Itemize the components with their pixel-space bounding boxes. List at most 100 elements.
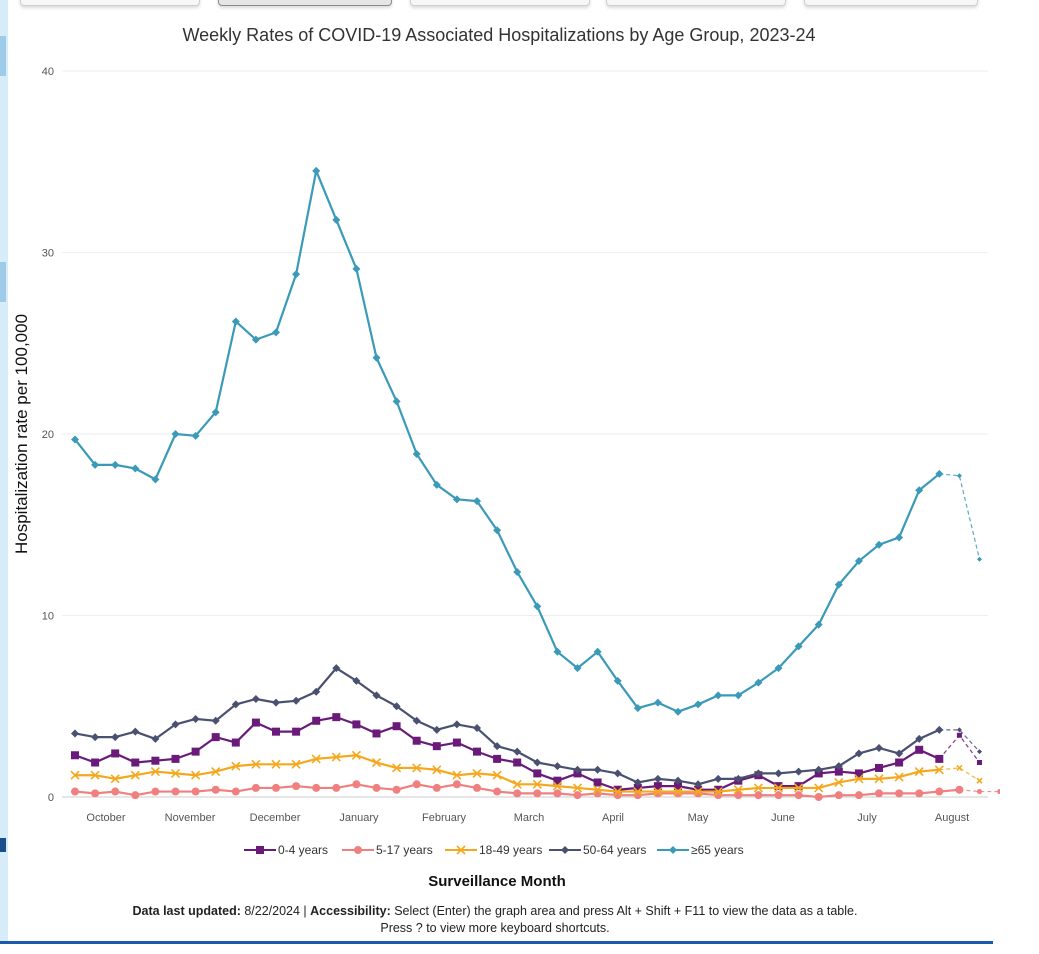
- data-point[interactable]: [593, 778, 602, 787]
- data-point[interactable]: [935, 754, 944, 763]
- data-point[interactable]: [231, 761, 241, 771]
- data-point[interactable]: [874, 774, 884, 784]
- data-point[interactable]: [633, 783, 642, 792]
- data-point[interactable]: [875, 763, 883, 772]
- data-point[interactable]: [753, 783, 763, 793]
- data-point[interactable]: [814, 765, 823, 774]
- data-point[interactable]: [854, 749, 863, 758]
- data-point[interactable]: [312, 687, 321, 696]
- data-point[interactable]: [111, 787, 120, 796]
- data-point[interactable]: [977, 749, 982, 755]
- data-point[interactable]: [875, 540, 883, 549]
- data-point[interactable]: [875, 743, 883, 752]
- data-point[interactable]: [794, 642, 803, 651]
- series-line[interactable]: [75, 754, 940, 793]
- data-point[interactable]: [794, 782, 803, 791]
- data-point[interactable]: [613, 676, 622, 685]
- data-point[interactable]: [553, 762, 562, 771]
- data-point[interactable]: [633, 778, 642, 787]
- data-point[interactable]: [733, 785, 743, 795]
- data-point[interactable]: [150, 767, 160, 777]
- data-point[interactable]: [533, 789, 542, 798]
- data-point[interactable]: [211, 767, 221, 777]
- data-point[interactable]: [493, 526, 502, 535]
- data-point[interactable]: [814, 793, 823, 801]
- data-point[interactable]: [834, 767, 843, 776]
- data-point[interactable]: [292, 270, 301, 279]
- data-point[interactable]: [956, 732, 962, 738]
- data-point[interactable]: [292, 696, 301, 705]
- data-point[interactable]: [191, 787, 200, 796]
- data-point[interactable]: [352, 720, 361, 729]
- data-point[interactable]: [70, 770, 80, 780]
- data-point[interactable]: [432, 783, 441, 792]
- data-point[interactable]: [352, 780, 361, 789]
- data-point[interactable]: [834, 791, 843, 800]
- data-point[interactable]: [131, 758, 140, 767]
- data-point[interactable]: [774, 791, 783, 800]
- data-point[interactable]: [513, 747, 522, 756]
- data-point[interactable]: [452, 720, 461, 729]
- data-point[interactable]: [111, 733, 120, 742]
- data-point[interactable]: [814, 620, 823, 629]
- data-point[interactable]: [977, 789, 982, 795]
- series-line-preliminary[interactable]: [939, 473, 981, 560]
- data-point[interactable]: [372, 729, 381, 738]
- data-point[interactable]: [794, 783, 804, 793]
- data-point[interactable]: [473, 747, 481, 756]
- data-point[interactable]: [211, 785, 220, 794]
- data-point[interactable]: [653, 782, 662, 791]
- data-point[interactable]: [673, 786, 683, 797]
- data-point[interactable]: [633, 786, 643, 797]
- data-point[interactable]: [151, 787, 160, 796]
- data-point[interactable]: [110, 774, 120, 784]
- data-point[interactable]: [211, 733, 220, 742]
- data-point[interactable]: [834, 762, 843, 771]
- data-point[interactable]: [573, 791, 582, 800]
- data-point[interactable]: [674, 782, 682, 791]
- data-point[interactable]: [593, 785, 603, 795]
- data-point[interactable]: [613, 786, 623, 797]
- data-point[interactable]: [533, 769, 542, 778]
- legend-item[interactable]: 18-49 years: [445, 843, 542, 857]
- data-point[interactable]: [895, 758, 904, 767]
- series--65-years[interactable]: [71, 166, 982, 716]
- data-point[interactable]: [794, 767, 803, 776]
- data-point[interactable]: [533, 758, 542, 767]
- data-point[interactable]: [553, 776, 562, 785]
- data-point[interactable]: [935, 725, 944, 734]
- data-point[interactable]: [794, 791, 803, 800]
- data-point[interactable]: [272, 727, 280, 736]
- data-point[interactable]: [332, 713, 341, 722]
- data-point[interactable]: [915, 789, 924, 798]
- data-point[interactable]: [976, 777, 983, 784]
- data-point[interactable]: [754, 769, 763, 778]
- data-point[interactable]: [754, 678, 763, 687]
- data-point[interactable]: [271, 759, 281, 769]
- data-point[interactable]: [91, 789, 100, 798]
- data-point[interactable]: [392, 702, 401, 711]
- data-point[interactable]: [674, 707, 682, 716]
- data-point[interactable]: [331, 752, 341, 762]
- data-point[interactable]: [170, 768, 181, 778]
- data-point[interactable]: [633, 704, 642, 713]
- data-point[interactable]: [553, 789, 562, 798]
- data-point[interactable]: [332, 215, 341, 224]
- data-point[interactable]: [492, 770, 502, 780]
- chart-tab-button[interactable]: [606, 0, 786, 6]
- data-point[interactable]: [412, 763, 422, 773]
- data-point[interactable]: [674, 776, 682, 785]
- data-point[interactable]: [191, 431, 200, 440]
- data-point[interactable]: [452, 495, 461, 504]
- data-point[interactable]: [171, 430, 180, 438]
- data-point[interactable]: [251, 759, 261, 769]
- data-point[interactable]: [392, 785, 401, 794]
- data-point[interactable]: [371, 757, 382, 768]
- data-point[interactable]: [211, 716, 220, 725]
- data-point[interactable]: [71, 435, 79, 444]
- data-point[interactable]: [111, 749, 120, 758]
- data-point[interactable]: [914, 767, 924, 777]
- data-point[interactable]: [91, 758, 100, 767]
- data-point[interactable]: [533, 602, 542, 611]
- data-point[interactable]: [71, 787, 79, 796]
